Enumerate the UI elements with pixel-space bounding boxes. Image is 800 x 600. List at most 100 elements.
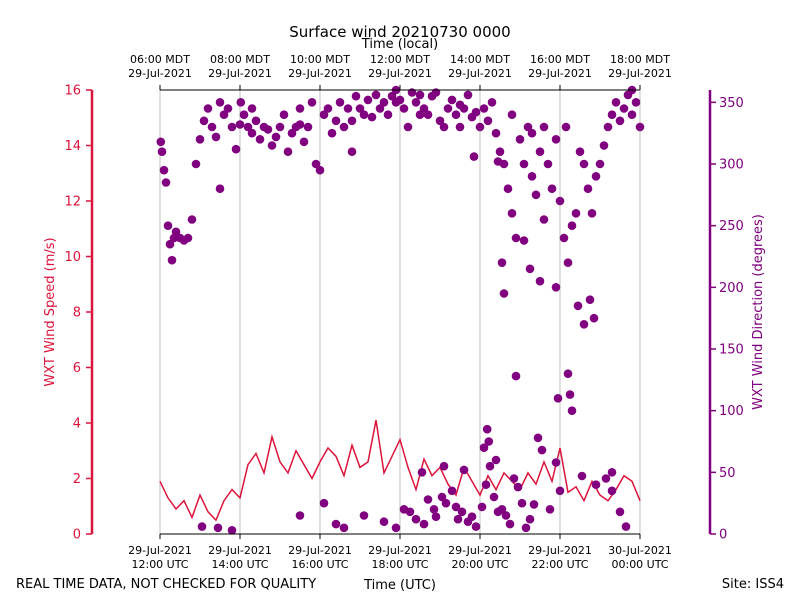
wind-direction-point bbox=[343, 104, 353, 113]
wind-direction-point bbox=[585, 295, 595, 305]
wind-direction-point bbox=[607, 468, 617, 477]
wind-direction-point bbox=[307, 98, 317, 107]
top-tick-date: 29-Jul-2021 bbox=[608, 67, 672, 80]
wind-direction-point bbox=[295, 104, 305, 113]
wind-direction-point bbox=[599, 141, 609, 150]
right-tick-label: 250 bbox=[719, 219, 744, 234]
wind-direction-point bbox=[423, 495, 433, 504]
wind-direction-series bbox=[156, 85, 645, 535]
wind-direction-point bbox=[387, 91, 397, 101]
quality-disclaimer: REAL TIME DATA, NOT CHECKED FOR QUALITY bbox=[16, 577, 316, 592]
wind-direction-point bbox=[295, 120, 305, 129]
wind-direction-point bbox=[459, 465, 469, 475]
wind-direction-point bbox=[455, 122, 465, 132]
wind-direction-point bbox=[543, 159, 553, 169]
top-tick-time: 16:00 MDT bbox=[530, 53, 590, 66]
left-tick-label: 6 bbox=[73, 361, 81, 376]
wind-direction-point bbox=[545, 505, 555, 514]
wind-direction-point bbox=[203, 104, 213, 113]
wind-direction-point bbox=[171, 227, 181, 237]
wind-direction-point bbox=[517, 498, 527, 508]
top-tick-time: 18:00 MDT bbox=[610, 53, 670, 66]
wind-direction-point bbox=[411, 98, 421, 107]
wind-direction-point bbox=[475, 122, 485, 132]
wind-direction-point bbox=[547, 184, 557, 193]
wind-direction-point bbox=[213, 523, 223, 533]
wind-direction-point bbox=[239, 110, 249, 119]
top-tick-time: 14:00 MDT bbox=[450, 53, 510, 66]
wind-direction-point bbox=[415, 110, 425, 119]
bottom-tick-time: 16:00 UTC bbox=[291, 558, 348, 571]
wind-direction-point bbox=[535, 276, 545, 286]
wind-direction-point bbox=[247, 104, 257, 113]
wind-direction-point bbox=[347, 116, 357, 126]
wind-direction-point bbox=[471, 522, 481, 531]
wind-direction-point bbox=[631, 98, 641, 107]
wind-direction-point bbox=[219, 110, 229, 119]
wind-direction-point bbox=[551, 283, 561, 292]
wind-direction-point bbox=[391, 523, 401, 533]
wind-direction-point bbox=[471, 107, 481, 117]
wind-direction-point bbox=[567, 221, 577, 230]
wind-direction-point bbox=[255, 135, 265, 144]
wind-direction-point bbox=[243, 122, 253, 132]
bottom-tick-time: 00:00 UTC bbox=[611, 558, 668, 571]
wind-direction-point bbox=[511, 371, 521, 381]
wind-direction-point bbox=[601, 474, 611, 483]
wind-direction-point bbox=[499, 289, 509, 298]
wind-direction-point bbox=[303, 122, 313, 132]
right-tick-label: 50 bbox=[719, 466, 736, 481]
wind-direction-point bbox=[485, 461, 495, 471]
wind-direction-point bbox=[621, 522, 631, 531]
wind-direction-point bbox=[611, 98, 621, 107]
wind-direction-point bbox=[587, 209, 597, 218]
wind-speed-line bbox=[159, 420, 641, 522]
wind-direction-point bbox=[437, 492, 447, 502]
wind-direction-point bbox=[223, 104, 233, 113]
wind-direction-point bbox=[439, 122, 449, 132]
wind-direction-point bbox=[183, 233, 193, 243]
left-tick-label: 2 bbox=[73, 472, 81, 487]
right-tick-label: 300 bbox=[719, 158, 744, 173]
top-tick-date: 29-Jul-2021 bbox=[288, 67, 352, 80]
bottom-tick-date: 29-Jul-2021 bbox=[528, 544, 592, 557]
wind-direction-point bbox=[355, 104, 365, 113]
wind-direction-point bbox=[615, 507, 625, 517]
wind-direction-point bbox=[509, 474, 519, 483]
wind-direction-point bbox=[521, 523, 531, 533]
wind-direction-point bbox=[539, 215, 549, 224]
left-tick-label: 8 bbox=[73, 306, 81, 321]
wind-direction-point bbox=[577, 471, 587, 481]
right-tick-label: 200 bbox=[719, 281, 744, 296]
wind-direction-point bbox=[419, 104, 429, 113]
wind-direction-point bbox=[507, 209, 517, 218]
wind-direction-point bbox=[533, 433, 543, 443]
wind-direction-point bbox=[482, 424, 492, 434]
wind-direction-point bbox=[565, 390, 575, 399]
wind-direction-point bbox=[455, 100, 465, 110]
wind-direction-point bbox=[519, 159, 529, 169]
top-tick-date: 29-Jul-2021 bbox=[448, 67, 512, 80]
wind-direction-point bbox=[559, 233, 569, 243]
wind-direction-point bbox=[431, 512, 441, 521]
right-tick-label: 150 bbox=[719, 343, 744, 358]
site-label: Site: ISS4 bbox=[722, 577, 784, 592]
wind-direction-point bbox=[497, 505, 507, 514]
wind-direction-point bbox=[207, 122, 217, 132]
wind-direction-point bbox=[267, 141, 277, 150]
bottom-tick-time: 12:00 UTC bbox=[131, 558, 188, 571]
wind-direction-point bbox=[435, 116, 445, 126]
wind-direction-point bbox=[339, 122, 349, 132]
right-axis-label: WXT Wind Direction (degrees) bbox=[751, 214, 766, 410]
left-axis-label: WXT Wind Speed (m/s) bbox=[43, 237, 58, 386]
wind-direction-point bbox=[197, 522, 207, 531]
top-tick-time: 10:00 MDT bbox=[290, 53, 350, 66]
wind-direction-point bbox=[555, 196, 565, 206]
wind-direction-point bbox=[529, 500, 539, 509]
right-tick-label: 100 bbox=[719, 404, 744, 419]
vertical-grid bbox=[159, 90, 641, 534]
wind-direction-point bbox=[527, 172, 537, 181]
wind-direction-point bbox=[555, 486, 565, 496]
